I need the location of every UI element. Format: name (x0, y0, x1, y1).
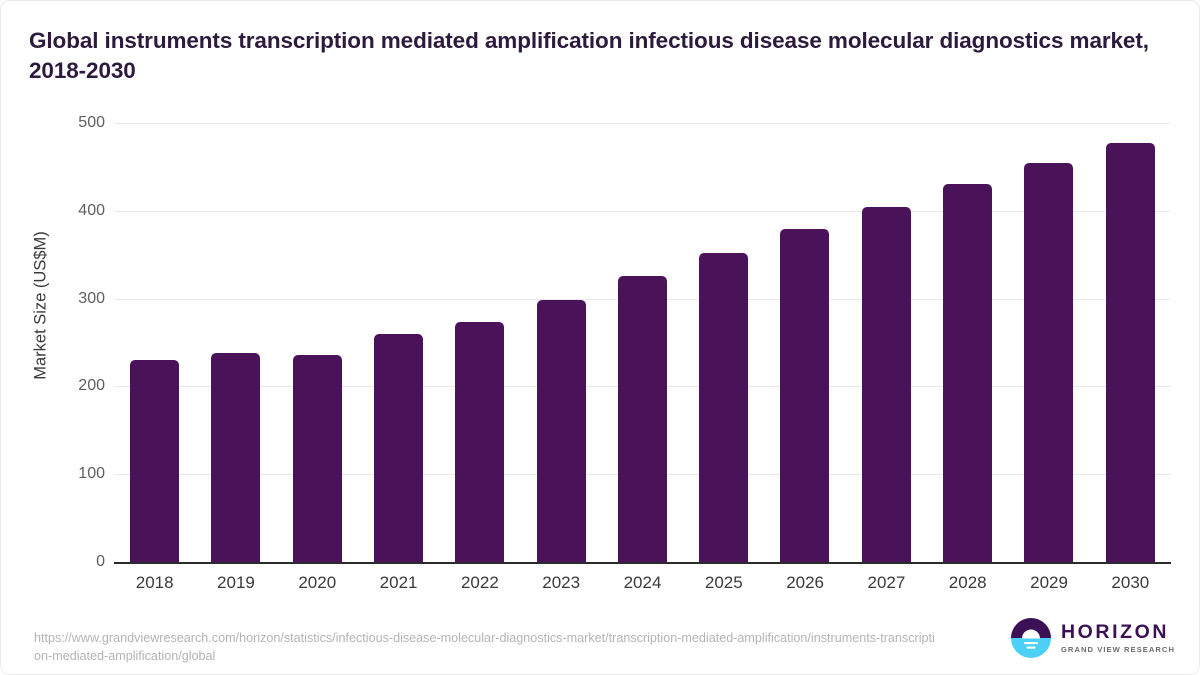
bar-2027[interactable] (861, 207, 911, 562)
bar-2022[interactable] (455, 322, 505, 562)
x-axis-tick-label: 2019 (217, 573, 255, 592)
bar-2029[interactable] (1024, 163, 1074, 562)
horizon-logo-icon (1010, 618, 1051, 658)
y-axis-tick-label: 400 (78, 201, 105, 219)
y-axis-tick-label: 100 (78, 465, 105, 483)
y-axis-tick-label: 300 (78, 289, 105, 307)
gridline (114, 210, 1171, 212)
page-title: Global instruments transcription mediate… (29, 28, 1149, 83)
bar-2026[interactable] (780, 229, 830, 562)
y-axis-tick-label: 200 (78, 377, 105, 395)
x-axis-tick-label: 2022 (460, 573, 499, 592)
logo-text-block: HORIZON GRAND VIEW RESEARCH (1060, 621, 1175, 654)
logo-tagline: GRAND VIEW RESEARCH (1060, 644, 1175, 654)
bar-2021[interactable] (373, 333, 423, 562)
bar-group (927, 1, 1008, 674)
bar-2024[interactable] (617, 275, 667, 562)
horizon-logo[interactable]: HORIZON GRAND VIEW RESEARCH (1010, 617, 1175, 659)
y-axis-tick-label: 0 (96, 553, 105, 570)
bar-2018[interactable] (130, 360, 179, 562)
bar-group (195, 1, 276, 674)
x-axis-tick-label: 2030 (1111, 573, 1150, 592)
bar-group (1090, 1, 1171, 674)
bar-group (602, 1, 683, 674)
x-axis-tick-label: 2023 (542, 573, 581, 592)
bar-2020[interactable] (292, 354, 342, 562)
logo-wordmark: HORIZON (1060, 621, 1170, 644)
y-axis-tick-label: 500 (78, 114, 105, 131)
bar-2025[interactable] (699, 252, 749, 562)
x-axis-tick-label: 2024 (623, 573, 662, 592)
bars-layer (114, 1, 1171, 674)
x-axis-tick-label: 2027 (867, 573, 906, 592)
bar-group (846, 1, 927, 674)
bar-2030[interactable] (1105, 143, 1155, 562)
x-axis-tick-label: 2021 (379, 573, 418, 592)
x-axis-tick-label: 2029 (1030, 573, 1068, 592)
bar-group (521, 1, 602, 674)
bar-group (358, 1, 439, 674)
x-axis-tick-label: 2028 (948, 573, 987, 592)
source-url[interactable]: https://www.grandviewresearch.com/horizo… (34, 631, 935, 664)
x-axis-tick-label: 2020 (298, 573, 337, 592)
bar-group (439, 1, 520, 674)
bar-2023[interactable] (536, 300, 586, 562)
bar-group (114, 1, 195, 674)
x-axis-line (114, 562, 1171, 564)
bar-2028[interactable] (943, 184, 993, 562)
x-axis-tick-label: 2018 (135, 573, 174, 592)
bar-group (277, 1, 358, 674)
bar-group (683, 1, 764, 674)
bar-group (1008, 1, 1089, 674)
bar-2019[interactable] (211, 353, 261, 562)
x-axis-tick-label: 2025 (704, 573, 743, 592)
gridline (114, 123, 1171, 124)
bar-group (764, 1, 845, 674)
x-axis-tick-label: 2026 (786, 573, 825, 592)
